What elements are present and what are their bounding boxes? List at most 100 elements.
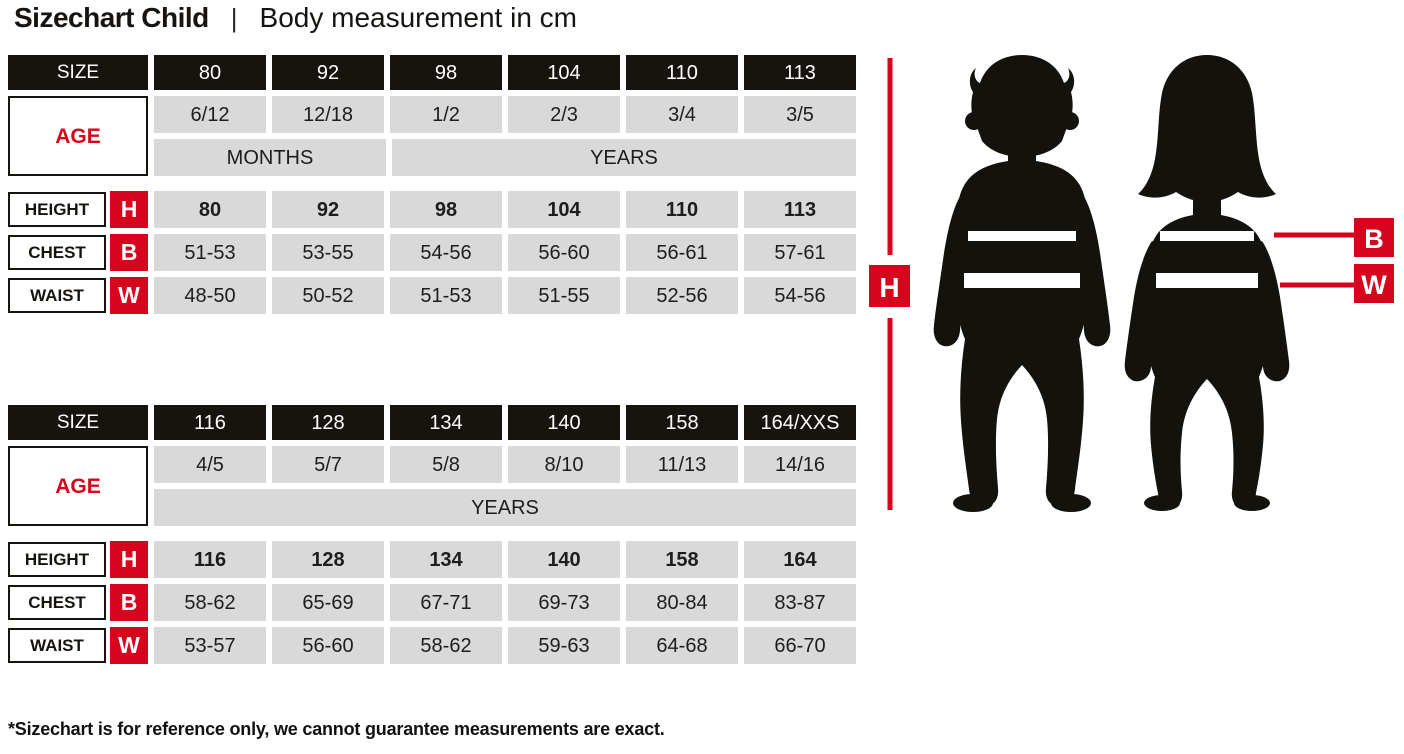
title-subtitle: Body measurement in cm [259, 2, 577, 33]
page-title: Sizechart Child | Body measurement in cm [14, 2, 577, 34]
size-row: SIZE 80 92 98 104 110 113 [8, 55, 856, 90]
measure-value-cell: 110 [626, 191, 738, 228]
measure-value-cell: 59-63 [508, 627, 620, 664]
measure-row-chest: CHEST B 51-53 53-55 54-56 56-60 56-61 57-61 [8, 234, 856, 271]
period-cell: MONTHS [154, 139, 386, 176]
measure-value-cell: 83-87 [744, 584, 856, 621]
size-value-cell: 104 [508, 55, 620, 90]
measure-row-waist: WAIST W 48-50 50-52 51-53 51-55 52-56 54-56 [8, 277, 856, 314]
age-value-cell: 3/4 [626, 96, 738, 133]
size-value-cell: 158 [626, 405, 738, 440]
age-values-row: 6/12 12/18 1/2 2/3 3/4 3/5 [154, 96, 856, 133]
age-value-cell: 3/5 [744, 96, 856, 133]
measure-label: HEIGHT [8, 542, 106, 577]
size-value-cell: 98 [390, 55, 502, 90]
measure-value-cell: 58-62 [390, 627, 502, 664]
age-value-cell: 12/18 [272, 96, 384, 133]
measure-value-cell: 98 [390, 191, 502, 228]
measure-value-cell: 58-62 [154, 584, 266, 621]
measure-value-cell: 65-69 [272, 584, 384, 621]
boy-arm-left [933, 193, 978, 347]
boy-body [954, 137, 1090, 507]
age-value-cell: 14/16 [744, 446, 856, 483]
boy-waist-band [964, 273, 1080, 288]
measure-row-height: HEIGHT H 116 128 134 140 158 164 [8, 541, 856, 578]
title-main: Sizechart Child [14, 2, 209, 33]
measure-letter-badge: H [110, 191, 148, 228]
boy-arm-right [1066, 193, 1111, 347]
size-table-2: SIZE 116 128 134 140 158 164/XXS AGE 4/5 5/7 5/8 8/… [8, 405, 856, 664]
age-value-cell: 1/2 [390, 96, 502, 133]
age-header-cell: AGE [8, 96, 148, 176]
measure-value-cell: 116 [154, 541, 266, 578]
measure-letter-badge: B [110, 234, 148, 271]
measure-value-cell: 51-53 [390, 277, 502, 314]
measure-value-cell: 104 [508, 191, 620, 228]
chest-measure-line [1274, 232, 1354, 238]
measure-value-cell: 51-53 [154, 234, 266, 271]
age-values-row: 4/5 5/7 5/8 8/10 11/13 14/16 [154, 446, 856, 483]
measure-value-cell: 53-55 [272, 234, 384, 271]
height-marker-letter: H [879, 272, 899, 303]
waist-measure-line [1280, 282, 1354, 288]
girl-waist-band [1156, 273, 1258, 288]
measure-value-cell: 67-71 [390, 584, 502, 621]
measure-label: WAIST [8, 278, 106, 313]
girl-chest-band [1160, 231, 1254, 241]
size-value-cell: 80 [154, 55, 266, 90]
measure-value-cell: 54-56 [744, 277, 856, 314]
size-value-cell: 164/XXS [744, 405, 856, 440]
size-header-cell: SIZE [8, 55, 148, 90]
body-diagram: H B [869, 55, 1394, 512]
age-value-cell: 4/5 [154, 446, 266, 483]
measure-value-cell: 69-73 [508, 584, 620, 621]
measure-value-cell: 56-60 [508, 234, 620, 271]
waist-marker-letter: W [1361, 270, 1387, 300]
size-value-cell: 116 [154, 405, 266, 440]
measure-value-cell: 56-60 [272, 627, 384, 664]
measure-letter-badge: W [110, 277, 148, 314]
age-header-cell: AGE [8, 446, 148, 526]
measure-value-cell: 54-56 [390, 234, 502, 271]
measure-value-cell: 92 [272, 191, 384, 228]
measure-value-cell: 113 [744, 191, 856, 228]
measure-row-height: HEIGHT H 80 92 98 104 110 113 [8, 191, 856, 228]
age-value-cell: 6/12 [154, 96, 266, 133]
measurement-figure: H B [862, 45, 1404, 525]
measure-letter-badge: W [110, 627, 148, 664]
boy-head [969, 55, 1075, 157]
height-marker-badge: H [869, 265, 910, 307]
age-block: AGE 4/5 5/7 5/8 8/10 11/13 14/16 YEARS [8, 446, 856, 526]
measure-letter-badge: B [110, 584, 148, 621]
height-measure-line [887, 58, 893, 510]
measure-label: HEIGHT [8, 192, 106, 227]
measure-value-cell: 64-68 [626, 627, 738, 664]
measure-value-cell: 80 [154, 191, 266, 228]
measure-value-cell: 48-50 [154, 277, 266, 314]
girl-head [1138, 55, 1276, 202]
boy-ear-right [1061, 112, 1079, 130]
measure-value-cell: 52-56 [626, 277, 738, 314]
age-value-cell: 2/3 [508, 96, 620, 133]
measure-label: CHEST [8, 585, 106, 620]
measure-value-cell: 80-84 [626, 584, 738, 621]
measure-label: CHEST [8, 235, 106, 270]
measure-value-cell: 57-61 [744, 234, 856, 271]
age-value-cell: 8/10 [508, 446, 620, 483]
age-value-cell: 5/8 [390, 446, 502, 483]
measure-value-cell: 128 [272, 541, 384, 578]
size-value-cell: 128 [272, 405, 384, 440]
measure-value-cell: 134 [390, 541, 502, 578]
boy-chest-band [968, 231, 1076, 241]
footnote: *Sizechart is for reference only, we can… [8, 719, 665, 739]
measure-value-cell: 66-70 [744, 627, 856, 664]
measure-value-cell: 158 [626, 541, 738, 578]
measure-letter-badge: H [110, 541, 148, 578]
measure-value-cell: 164 [744, 541, 856, 578]
boy-ear-left [965, 112, 983, 130]
girl-body [1145, 197, 1269, 508]
size-tables: SIZE 80 92 98 104 110 113 AGE 6/12 12/18 1/2 2/3 3/4… [8, 55, 856, 664]
period-units-row: YEARS [154, 489, 856, 526]
measure-label: WAIST [8, 628, 106, 663]
measure-value-cell: 53-57 [154, 627, 266, 664]
